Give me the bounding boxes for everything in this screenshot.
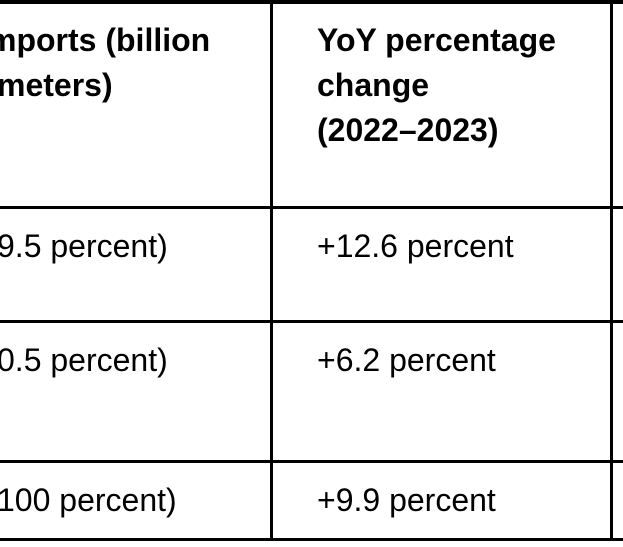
table-row-1-yoy-cell: +12.6 percent (273, 209, 613, 323)
table-row-1-imports-cell: 9.5 percent) (0, 209, 273, 323)
table-row-2-imports-cell: 0.5 percent) (0, 323, 273, 463)
table-row-2-cropped-cell (613, 323, 623, 463)
header-cell-cropped-right (613, 4, 623, 209)
table-row-3-cropped-cell (613, 463, 623, 541)
table-row-3-yoy-cell: +9.9 percent (273, 463, 613, 541)
table-row-2-yoy-cell: +6.2 percent (273, 323, 613, 463)
header-cell-yoy-change: YoY percentage change (2022–2023) (273, 4, 613, 209)
table-row-1-cropped-cell (613, 209, 623, 323)
table-row-3-imports-cell: 100 percent) (0, 463, 273, 541)
header-cell-imports: mports (billion meters) (0, 4, 273, 209)
